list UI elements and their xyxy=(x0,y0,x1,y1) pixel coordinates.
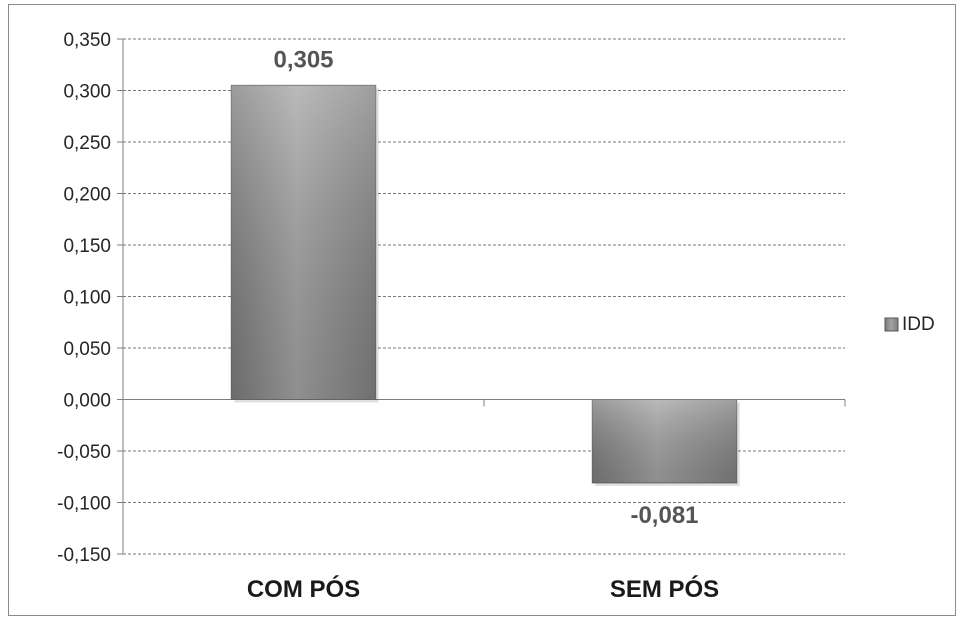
chart-frame: 0,350 0,300 0,250 0,200 0,150 0,100 0,050 0,000… xyxy=(8,4,956,616)
data-label: -0,081 xyxy=(630,502,698,529)
legend: IDD xyxy=(884,314,935,335)
y-tick-label: -0,100 xyxy=(57,494,111,515)
bar-sheen xyxy=(231,85,376,400)
y-tick-label: 0,100 xyxy=(63,288,111,309)
data-label: 0,305 xyxy=(273,46,333,73)
bar-sheen xyxy=(592,399,737,483)
x-category-label: COM PÓS xyxy=(247,575,360,603)
y-tick-label: 0,050 xyxy=(63,339,111,360)
y-tick-label: 0,200 xyxy=(63,185,111,206)
y-tick-label: 0,300 xyxy=(63,82,111,103)
bar-chart: 0,350 0,300 0,250 0,200 0,150 0,100 0,050 0,000… xyxy=(57,30,935,603)
bars xyxy=(230,84,740,486)
y-tick-label: 0,250 xyxy=(63,133,111,154)
y-tick-label: 0,350 xyxy=(63,30,111,51)
labels: 0,350 0,300 0,250 0,200 0,150 0,100 0,050 0,000… xyxy=(57,30,719,603)
y-tick-label: 0,150 xyxy=(63,236,111,257)
y-tick-label: -0,050 xyxy=(57,442,111,463)
y-tick-label: -0,150 xyxy=(57,545,111,566)
legend-label: IDD xyxy=(902,314,935,335)
y-tick-label: 0,000 xyxy=(63,391,111,412)
legend-swatch xyxy=(884,317,899,332)
x-category-label: SEM PÓS xyxy=(610,575,719,603)
